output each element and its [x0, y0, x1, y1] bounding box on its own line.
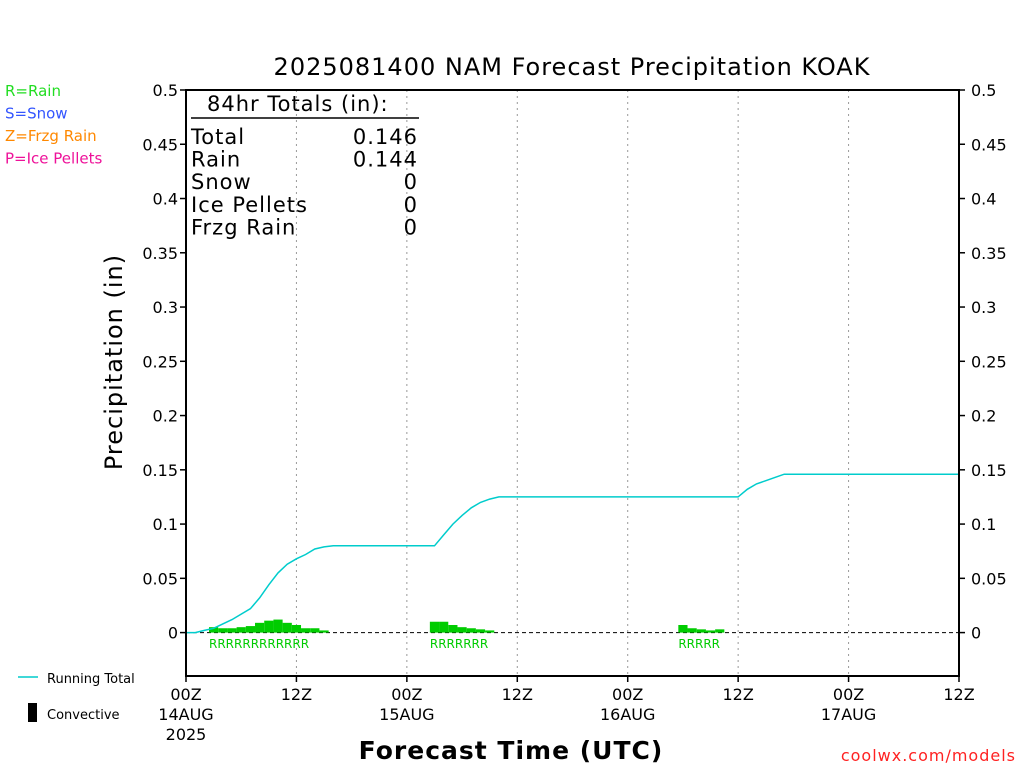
x-tick-label: 00Z: [391, 685, 422, 704]
y-tick-label-right: 0.3: [971, 298, 996, 317]
running-total-line: [186, 473, 959, 634]
y-tick-label-left: 0.1: [153, 515, 178, 534]
rain-bar: [448, 624, 458, 633]
ptype-label: RRRRR: [678, 637, 720, 651]
bar-layer: [209, 619, 725, 633]
x-tick-label: 12Z: [502, 685, 533, 704]
line-layer: [186, 473, 959, 634]
chart-title: 2025081400 NAM Forecast Precipitation KO…: [274, 53, 871, 81]
y-tick-label-left: 0.3: [153, 298, 178, 317]
rain-bar: [218, 628, 228, 633]
totals-row-value: 0: [404, 170, 418, 194]
x-tick-label: 14AUG: [158, 705, 213, 724]
y-tick-label-right: 0.15: [971, 461, 1007, 480]
x-tick-label: 12Z: [281, 685, 312, 704]
x-tick-label: 15AUG: [379, 705, 434, 724]
type-legend-item: Z=Frzg Rain: [5, 127, 97, 145]
y-tick-label-right: 0.05: [971, 569, 1007, 588]
plot-frame: [185, 89, 960, 677]
y-tick-label-right: 0.35: [971, 244, 1007, 263]
x-axis-label: Forecast Time (UTC): [359, 736, 664, 765]
convective-swatch: [28, 703, 37, 722]
y-tick-label-left: 0.15: [142, 461, 178, 480]
x-tick-label: 00Z: [170, 685, 201, 704]
rain-bar: [475, 629, 486, 633]
y-tick-label-right: 0.2: [971, 407, 996, 426]
rain-bar: [310, 628, 320, 633]
totals-row-value: 0: [404, 215, 418, 239]
rain-bar: [696, 629, 706, 633]
rain-bar: [466, 628, 476, 633]
rain-bar: [236, 627, 246, 633]
x-tick-label: 12Z: [722, 685, 753, 704]
totals-row-label: Ice Pellets: [191, 193, 308, 217]
running-total-legend-label: Running Total: [47, 672, 135, 687]
y-tick-label-left: 0.35: [142, 244, 178, 263]
y-tick-label-right: 0.1: [971, 515, 996, 534]
rain-bar: [245, 626, 256, 633]
y-tick-label-right: 0.45: [971, 135, 1007, 154]
totals-row-label: Frzg Rain: [191, 215, 296, 239]
convective-legend-label: Convective: [47, 708, 120, 723]
totals-row-label: Rain: [191, 148, 241, 172]
rain-bar: [319, 630, 329, 633]
rain-bar: [301, 628, 311, 633]
y-tick-label-left: 0.45: [142, 135, 178, 154]
y-tick-label-left: 0.5: [153, 81, 178, 100]
text-layer: 2025081400 NAM Forecast Precipitation KO…: [5, 53, 1016, 765]
grid-layer: [186, 90, 959, 676]
y-tick-label-left: 0.25: [142, 352, 178, 371]
type-legend-item: R=Rain: [5, 82, 61, 100]
credit-text: coolwx.com/models: [841, 746, 1016, 765]
rain-bar: [457, 627, 467, 633]
y-axis-label: Precipitation (in): [100, 254, 128, 470]
axis-layer: [18, 89, 965, 722]
rain-bar: [282, 622, 292, 633]
type-legend-item: P=Ice Pellets: [5, 150, 102, 168]
totals-row-label: Total: [190, 125, 245, 149]
x-tick-label: 2025: [166, 725, 207, 744]
rain-bar: [429, 621, 440, 633]
y-tick-label-right: 0.5: [971, 81, 996, 100]
rain-bar: [291, 624, 302, 633]
rain-bar: [227, 628, 237, 633]
rain-bar: [485, 630, 495, 633]
x-tick-label: 12Z: [943, 685, 974, 704]
y-tick-label-right: 0.4: [971, 190, 996, 209]
ptype-label: RRRRRRR: [430, 637, 488, 651]
x-tick-label: 00Z: [833, 685, 864, 704]
rain-bar: [255, 622, 265, 633]
rain-bar: [439, 621, 449, 633]
rain-bar: [264, 620, 274, 633]
x-tick-label: 17AUG: [821, 705, 876, 724]
totals-row-value: 0.144: [353, 148, 418, 172]
x-tick-label: 16AUG: [600, 705, 655, 724]
y-tick-label-left: 0.2: [153, 407, 178, 426]
rain-bar: [715, 629, 725, 633]
y-tick-label-left: 0: [168, 624, 178, 643]
totals-row-label: Snow: [191, 170, 252, 194]
type-legend-item: S=Snow: [5, 105, 68, 123]
x-tick-label: 00Z: [612, 685, 643, 704]
y-tick-label-left: 0.4: [153, 190, 178, 209]
y-tick-label-right: 0.25: [971, 352, 1007, 371]
totals-header: 84hr Totals (in):: [207, 92, 389, 116]
y-tick-label-left: 0.05: [142, 569, 178, 588]
totals-row-value: 0: [404, 193, 418, 217]
y-tick-label-right: 0: [971, 624, 981, 643]
rain-bar: [705, 630, 716, 633]
rain-bar: [273, 619, 283, 633]
rain-bar: [687, 628, 697, 633]
ptype-label: RRRRRRRRRRRR: [209, 637, 309, 651]
rain-bar: [678, 624, 688, 633]
rain-bar: [209, 627, 219, 633]
totals-row-value: 0.146: [353, 125, 418, 149]
